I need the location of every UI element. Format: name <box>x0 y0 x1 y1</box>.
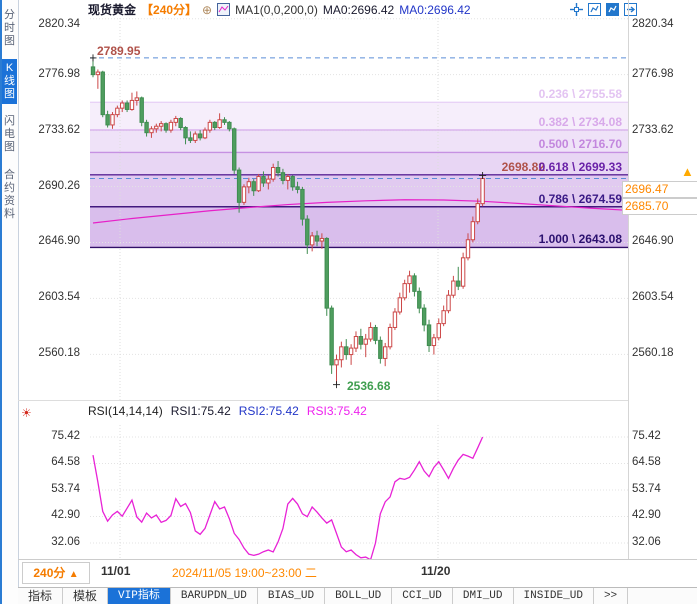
sidebar-item-3[interactable]: 合约资料 <box>4 169 15 220</box>
sidebar-item-0[interactable]: 分时图 <box>4 9 15 47</box>
swing-high-label: 2789.95 <box>97 44 141 58</box>
sidebar-item-1[interactable]: K线图 <box>2 59 17 104</box>
tab-bias_ud[interactable]: BIAS_UD <box>258 588 326 604</box>
zoom-in-icon[interactable] <box>606 3 619 16</box>
chart-toolbar <box>570 3 637 16</box>
main-y-axis-right-label: 2603.54 <box>632 291 674 304</box>
rsi-params-label: RSI(14,14,14) <box>88 404 163 418</box>
main-y-axis-left-label: 2603.54 <box>38 291 80 304</box>
fib-level-label-1.000: 1.000 \ 2643.08 <box>538 232 622 247</box>
rsi-y-axis-left-label: 75.42 <box>51 430 80 442</box>
main-y-axis-left-label: 2776.98 <box>38 67 80 80</box>
rsi3-value: RSI3:75.42 <box>306 404 367 418</box>
rsi-y-axis-right-label: 75.42 <box>632 430 661 442</box>
rsi-y-axis-right-label: 53.74 <box>632 482 661 495</box>
rsi-y-axis-left-label: 42.90 <box>51 509 80 522</box>
rsi-settings-icon[interactable]: ☀ <box>21 406 32 420</box>
rsi-header: RSI(14,14,14) RSI1:75.42 RSI2:75.42 RSI3… <box>88 404 367 418</box>
tab-[interactable]: 指标 <box>18 588 64 604</box>
xaxis-date-right: 11/20 <box>421 564 451 578</box>
fib-level-label-0.236: 0.236 \ 2755.58 <box>538 87 622 102</box>
xaxis-hover-range: 2024/11/05 19:00~23:00 二 <box>172 566 317 580</box>
main-y-axis-left-label: 2690.26 <box>38 179 80 192</box>
indicator-tabbar: 指标 模板 VIP指标 BARUPDN_UD BIAS_UD BOLL_UD CCI_UD D… <box>18 587 697 604</box>
main-y-axis-left-label: 2560.18 <box>38 347 80 360</box>
rsi-indicator-chart[interactable] <box>90 425 628 559</box>
swing-low-label: 2536.68 <box>347 379 391 393</box>
price-up-arrow-icon: ▲ <box>681 164 694 179</box>
rsi1-value: RSI1:75.42 <box>170 404 231 418</box>
main-y-axis-right-label: 2776.98 <box>632 67 674 80</box>
add-indicator-icon[interactable]: ⊕ <box>202 2 213 17</box>
tab-boll_ud[interactable]: BOLL_UD <box>325 588 393 604</box>
tab-inside_ud[interactable]: INSIDE_UD <box>514 588 594 604</box>
fib-level-label-0.500: 0.500 \ 2716.70 <box>538 137 622 152</box>
main-y-axis-right-label: 2733.62 <box>632 123 674 136</box>
secondary-price-tag: 2685.70 <box>622 198 697 215</box>
xaxis-date-left: 11/01 <box>101 564 131 578</box>
ma-value-2: MA0:2696.42 <box>399 2 471 17</box>
period-selector[interactable]: 240分 ▲ <box>22 562 90 584</box>
rsi-y-axis-left-label: 32.06 <box>51 535 80 548</box>
tab-cci_ud[interactable]: CCI_UD <box>392 588 453 604</box>
main-y-axis-left-label: 2733.62 <box>38 123 80 136</box>
ma-params-label: MA1(0,0,200,0) <box>235 2 318 17</box>
rsi-y-axis-right-label: 32.06 <box>632 535 661 548</box>
main-y-axis-right-label: 2646.90 <box>632 235 674 248</box>
tab-[interactable]: >> <box>594 588 629 604</box>
ma-value-1: MA0:2696.42 <box>322 2 395 17</box>
tab-barupdn_ud[interactable]: BARUPDN_UD <box>171 588 258 604</box>
right-axis-border <box>628 0 629 559</box>
main-y-axis-right-label: 2820.34 <box>632 18 674 30</box>
tab-dmi_ud[interactable]: DMI_UD <box>453 588 514 604</box>
tab-[interactable]: 模板 <box>63 588 109 604</box>
tab-vip[interactable]: VIP指标 <box>108 588 171 604</box>
period-label[interactable]: 【240分】 <box>141 3 198 17</box>
chart-type-sidebar: 分时图 K线图闪电图合约资料 <box>0 0 19 604</box>
rsi2-value: RSI2:75.42 <box>238 404 299 418</box>
fib-level-label-0.382: 0.382 \ 2734.08 <box>538 115 622 129</box>
main-y-axis-left-label: 2820.34 <box>38 18 80 30</box>
period-up-arrow-icon: ▲ <box>68 569 79 580</box>
main-y-axis-right-label: 2560.18 <box>632 347 674 360</box>
current-price-tag: 2696.47 <box>622 181 697 198</box>
symbol-name: 现货黄金 <box>88 3 137 17</box>
fib-level-label-0.786: 0.786 \ 2674.59 <box>538 191 622 206</box>
fib-level-label-0.618: 0.618 \ 2699.33 <box>538 159 622 174</box>
sidebar-item-2[interactable]: 闪电图 <box>4 115 15 153</box>
rsi-y-axis-left-label: 53.74 <box>51 482 80 495</box>
rsi-y-axis-left-label: 64.58 <box>51 456 80 469</box>
chart-header: 现货黄金 【240分】 ⊕ MA1(0,0,200,0) MA0:2696.42… <box>88 1 471 18</box>
panel-separator[interactable] <box>18 400 628 401</box>
crosshair-icon[interactable] <box>570 3 583 16</box>
period-selector-label: 240分 <box>33 566 66 580</box>
window-left-edge <box>0 0 2 604</box>
shift-right-icon[interactable] <box>624 3 637 16</box>
rsi-y-axis-right-label: 42.90 <box>632 509 661 522</box>
ma-chart-icon <box>217 3 231 16</box>
xaxis-separator <box>18 559 697 560</box>
main-candlestick-chart[interactable] <box>90 18 628 400</box>
main-y-axis-left-label: 2646.90 <box>38 235 80 248</box>
rsi-y-axis-right-label: 64.58 <box>632 456 661 469</box>
last-high-label: 2698.82 <box>501 160 545 174</box>
zoom-area-icon[interactable] <box>588 3 601 16</box>
